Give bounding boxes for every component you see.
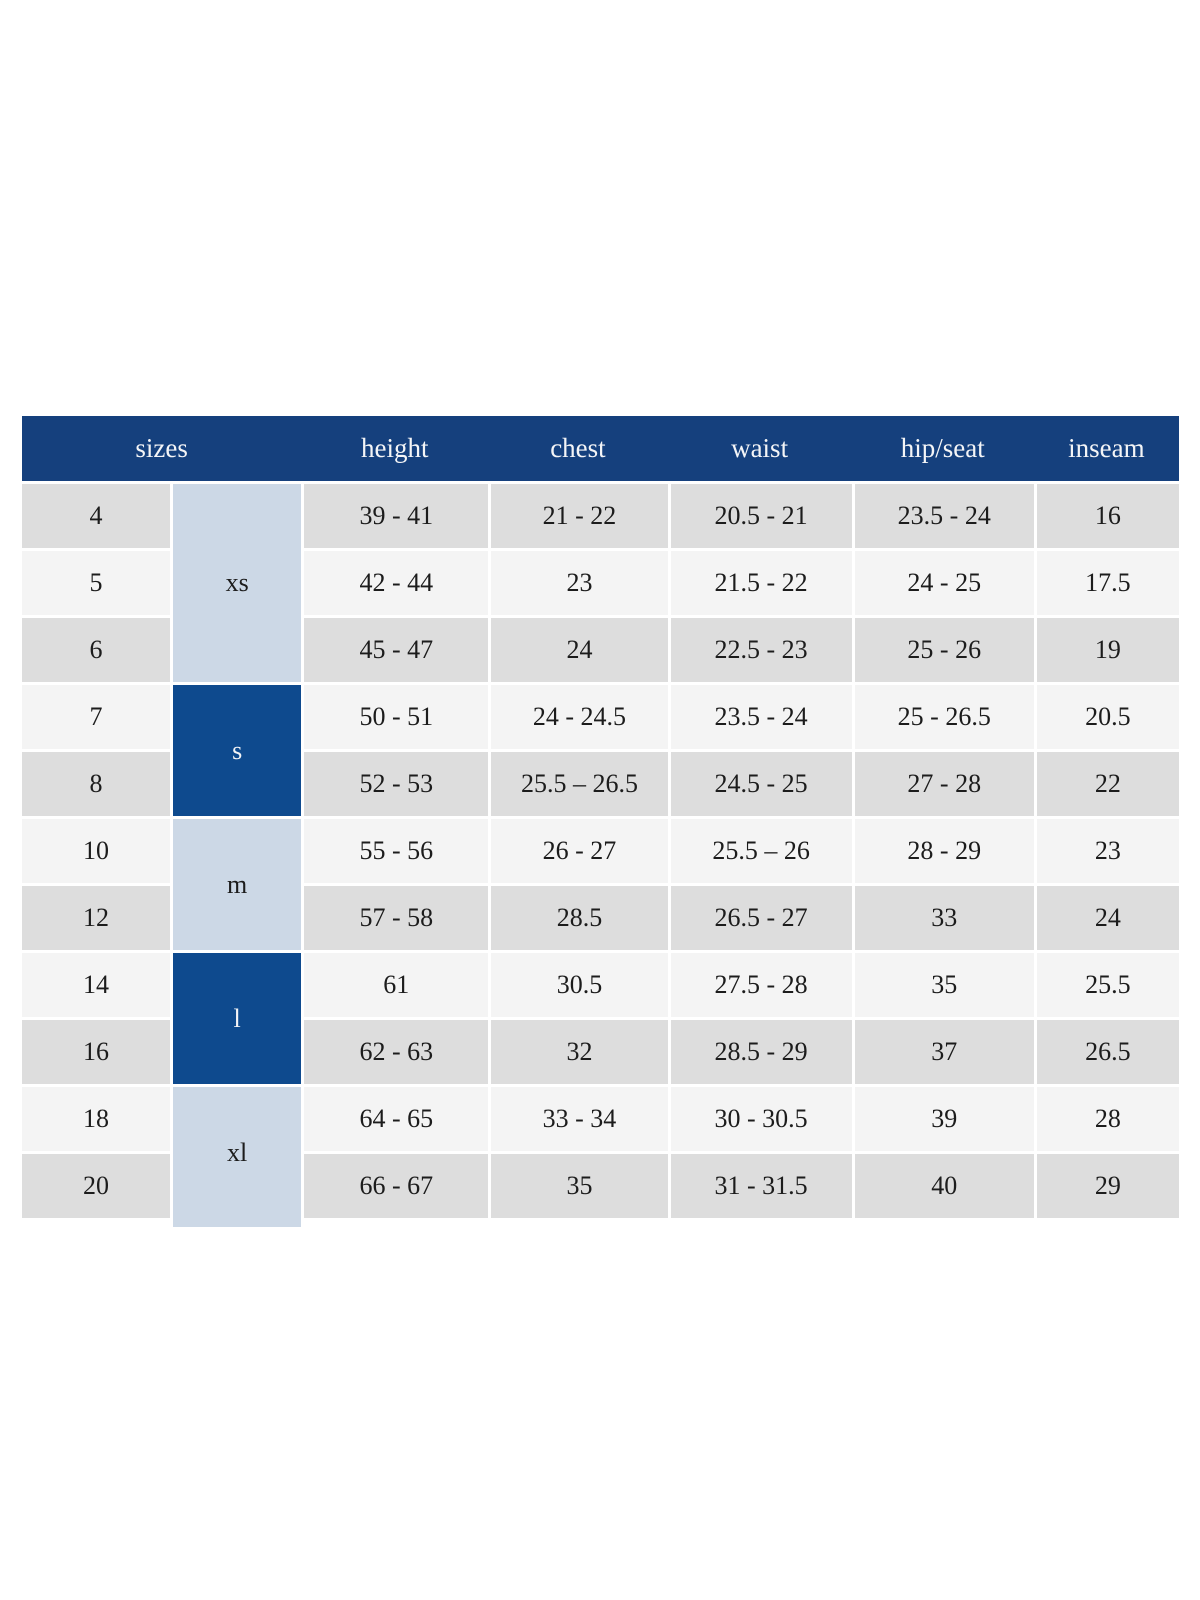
height-cell: 66 - 67 (301, 1151, 489, 1218)
height-cell: 55 - 56 (301, 816, 489, 883)
inseam-cell: 20.5 (1033, 682, 1179, 749)
table-row: 8 52 - 53 25.5 – 26.5 24.5 - 25 27 - 28 … (22, 749, 1179, 816)
inseam-cell: 23 (1033, 816, 1179, 883)
size-group-cell-xl: xl (170, 1084, 302, 1227)
size-cell: 8 (22, 749, 171, 816)
column-header-sizes: sizes (22, 416, 302, 481)
hip-seat-cell: 37 (851, 1017, 1034, 1084)
column-header-chest: chest (488, 416, 668, 481)
waist-cell: 21.5 - 22 (667, 548, 852, 615)
table-row: 7 s 50 - 51 24 - 24.5 23.5 - 24 25 - 26.… (22, 682, 1179, 816)
inseam-cell: 16 (1033, 481, 1179, 548)
hip-seat-cell: 40 (851, 1151, 1034, 1218)
size-group-cell-l: l (170, 950, 302, 1084)
hip-seat-cell: 35 (851, 950, 1034, 1017)
chest-cell: 35 (488, 1151, 668, 1218)
inseam-cell: 24 (1033, 883, 1179, 950)
size-cell: 6 (22, 615, 171, 682)
size-cell: 7 (22, 682, 171, 749)
size-cell: 16 (22, 1017, 171, 1084)
waist-cell: 22.5 - 23 (667, 615, 852, 682)
table-row: 5 42 - 44 23 21.5 - 22 24 - 25 17.5 (22, 548, 1179, 615)
inseam-cell: 29 (1033, 1151, 1179, 1218)
chest-cell: 23 (488, 548, 668, 615)
hip-seat-cell: 33 (851, 883, 1034, 950)
size-group-cell-m: m (170, 816, 302, 950)
chest-cell: 25.5 – 26.5 (488, 749, 668, 816)
column-header-inseam: inseam (1033, 416, 1179, 481)
inseam-cell: 19 (1033, 615, 1179, 682)
height-cell: 61 (301, 950, 489, 1017)
height-cell: 50 - 51 (301, 682, 489, 749)
column-header-height: height (301, 416, 489, 481)
hip-seat-cell: 27 - 28 (851, 749, 1034, 816)
waist-cell: 26.5 - 27 (667, 883, 852, 950)
column-header-hip-seat: hip/seat (851, 416, 1034, 481)
waist-cell: 24.5 - 25 (667, 749, 852, 816)
chest-cell: 28.5 (488, 883, 668, 950)
table-row: 16 62 - 63 32 28.5 - 29 37 26.5 (22, 1017, 1179, 1084)
hip-seat-cell: 23.5 - 24 (851, 481, 1034, 548)
chest-cell: 24 - 24.5 (488, 682, 668, 749)
waist-cell: 23.5 - 24 (667, 682, 852, 749)
hip-seat-cell: 39 (851, 1084, 1034, 1151)
waist-cell: 25.5 – 26 (667, 816, 852, 883)
size-cell: 18 (22, 1084, 171, 1151)
size-cell: 20 (22, 1151, 171, 1218)
waist-cell: 30 - 30.5 (667, 1084, 852, 1151)
chest-cell: 26 - 27 (488, 816, 668, 883)
table-row: 6 45 - 47 24 22.5 - 23 25 - 26 19 (22, 615, 1179, 682)
inseam-cell: 25.5 (1033, 950, 1179, 1017)
hip-seat-cell: 25 - 26 (851, 615, 1034, 682)
height-cell: 57 - 58 (301, 883, 489, 950)
height-cell: 45 - 47 (301, 615, 489, 682)
inseam-cell: 22 (1033, 749, 1179, 816)
size-group-cell-s: s (170, 682, 302, 816)
chest-cell: 24 (488, 615, 668, 682)
height-cell: 64 - 65 (301, 1084, 489, 1151)
table-row: 14 l 61 30.5 27.5 - 28 35 25.5 (22, 950, 1179, 1084)
size-chart-table: sizes height chest waist hip/seat inseam… (22, 416, 1179, 1227)
size-cell: 4 (22, 481, 171, 548)
hip-seat-cell: 28 - 29 (851, 816, 1034, 883)
inseam-cell: 26.5 (1033, 1017, 1179, 1084)
table-row: 12 57 - 58 28.5 26.5 - 27 33 24 (22, 883, 1179, 950)
size-group-cell-xs: xs (170, 481, 302, 682)
table-row: 4 xs 39 - 41 21 - 22 20.5 - 21 23.5 - 24… (22, 481, 1179, 682)
size-cell: 14 (22, 950, 171, 1017)
size-cell: 10 (22, 816, 171, 883)
table-row: 18 xl 64 - 65 33 - 34 30 - 30.5 39 28 (22, 1084, 1179, 1227)
waist-cell: 31 - 31.5 (667, 1151, 852, 1218)
size-cell: 12 (22, 883, 171, 950)
chest-cell: 33 - 34 (488, 1084, 668, 1151)
height-cell: 42 - 44 (301, 548, 489, 615)
chest-cell: 32 (488, 1017, 668, 1084)
chest-cell: 21 - 22 (488, 481, 668, 548)
waist-cell: 27.5 - 28 (667, 950, 852, 1017)
height-cell: 52 - 53 (301, 749, 489, 816)
waist-cell: 28.5 - 29 (667, 1017, 852, 1084)
hip-seat-cell: 25 - 26.5 (851, 682, 1034, 749)
height-cell: 39 - 41 (301, 481, 489, 548)
table-row: 20 66 - 67 35 31 - 31.5 40 29 (22, 1151, 1179, 1218)
chest-cell: 30.5 (488, 950, 668, 1017)
waist-cell: 20.5 - 21 (667, 481, 852, 548)
hip-seat-cell: 24 - 25 (851, 548, 1034, 615)
column-header-waist: waist (667, 416, 852, 481)
inseam-cell: 17.5 (1033, 548, 1179, 615)
size-cell: 5 (22, 548, 171, 615)
inseam-cell: 28 (1033, 1084, 1179, 1151)
table-row: 10 m 55 - 56 26 - 27 25.5 – 26 28 - 29 2… (22, 816, 1179, 950)
height-cell: 62 - 63 (301, 1017, 489, 1084)
table-header-row: sizes height chest waist hip/seat inseam (22, 416, 1179, 481)
